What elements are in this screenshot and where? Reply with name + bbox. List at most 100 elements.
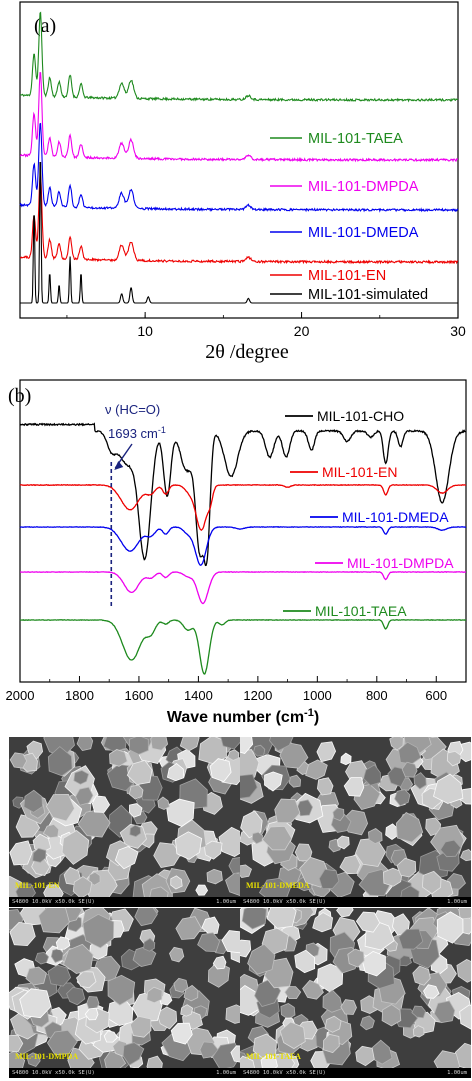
sem-crystal xyxy=(19,988,52,1019)
xrd-legend-label-mil-101-dmpda: MIL-101-DMPDA xyxy=(308,179,419,195)
sem-crystal xyxy=(332,807,345,822)
sem-crystal xyxy=(340,999,357,1015)
sem-sample-label: MIL-101-TAEA xyxy=(246,1052,301,1061)
ftir-x-tick-label-1600: 1600 xyxy=(124,688,153,703)
sem-crystal xyxy=(128,784,144,800)
sem-scale-value: 1.00um xyxy=(216,899,236,905)
sem-crystal xyxy=(88,871,101,886)
ftir-legend-label-mil-101-en: MIL-101-EN xyxy=(322,464,397,480)
sem-crystal xyxy=(47,746,73,777)
sem-crystal xyxy=(107,974,136,1006)
sem-crystal xyxy=(433,1050,461,1068)
sem-crystal xyxy=(401,761,418,778)
xrd-legend-label-mil-101-dmeda: MIL-101-DMEDA xyxy=(308,225,419,241)
sem-crystal xyxy=(460,849,471,862)
xrd-legend-label-mil-101-en: MIL-101-EN xyxy=(308,268,386,284)
sem-crystal xyxy=(258,877,292,897)
sem-crystal xyxy=(128,803,143,818)
sem-crystal xyxy=(228,857,240,875)
sem-crystal xyxy=(458,908,471,920)
sem-crystal xyxy=(34,951,49,965)
sem-crystal xyxy=(280,1003,296,1020)
sem-crystal xyxy=(266,908,297,929)
sem-panel-mil-101-dmeda: MIL-101-DMEDA S4800 10.0kV x50.0k SE(U) 1.… xyxy=(240,737,471,907)
sem-crystal xyxy=(412,1025,425,1038)
ftir-plot-frame xyxy=(19,379,467,683)
sem-crystal xyxy=(433,1000,456,1024)
xrd-chart: 10 20 30 2θ /degree (a) MIL-101-TAEA MIL-101-D… xyxy=(19,1,466,363)
sem-crystal xyxy=(342,809,369,836)
ftir-annotation-value: 1693 cm-1 xyxy=(108,425,166,441)
sem-crystal xyxy=(150,737,169,751)
sem-panel-mil-101-taea: MIL-101-TAEA S4800 10.0kV x50.0k SE(U) 1.0… xyxy=(240,908,471,1078)
sem-crystal xyxy=(360,1015,375,1031)
ftir-x-axis-label: Wave number (cm-1) xyxy=(167,707,319,726)
sem-crystal xyxy=(253,744,266,757)
sem-crystal xyxy=(240,1055,256,1068)
sem-crystal xyxy=(446,750,462,767)
sem-crystal xyxy=(91,795,111,813)
sem-crystal xyxy=(197,932,221,953)
sem-crystal xyxy=(240,810,263,839)
sem-crystal xyxy=(103,737,128,753)
sem-crystal xyxy=(294,949,316,974)
sem-crystal xyxy=(322,1033,340,1054)
sem-crystal xyxy=(433,773,464,804)
sem-crystal xyxy=(305,759,328,780)
sem-crystal xyxy=(82,913,115,949)
sem-crystal xyxy=(46,1029,78,1056)
xrd-series-mil-101-taea xyxy=(20,11,459,103)
sem-crystal xyxy=(240,774,258,799)
sem-crystal xyxy=(260,1054,278,1068)
sem-crystal xyxy=(363,764,381,786)
sem-micrograph-texture xyxy=(9,908,240,1068)
sem-crystal xyxy=(45,794,75,822)
sem-crystal xyxy=(23,789,43,813)
sem-crystal xyxy=(240,939,252,958)
ftir-legend-label-mil-101-dmpda: MIL-101-DMPDA xyxy=(347,555,454,571)
sem-crystal xyxy=(9,840,33,866)
sem-crystal xyxy=(76,971,97,989)
sem-crystal xyxy=(173,977,189,993)
xrd-series-mil-101-en xyxy=(19,173,458,265)
sem-crystal xyxy=(156,1006,178,1030)
sem-crystal xyxy=(15,883,36,897)
xrd-panel-label: (a) xyxy=(34,15,56,37)
sem-crystal xyxy=(166,763,185,782)
sem-crystal xyxy=(170,875,183,890)
sem-crystal xyxy=(146,1055,163,1068)
sem-crystal xyxy=(412,965,431,986)
sem-crystal xyxy=(425,817,442,837)
sem-crystal xyxy=(212,1042,240,1068)
sem-crystal xyxy=(218,826,240,857)
sem-crystal xyxy=(66,986,86,1006)
sem-crystal xyxy=(43,884,64,897)
sem-crystal xyxy=(240,749,260,780)
ftir-series-mil-101-cho xyxy=(19,422,467,567)
sem-micrograph-texture xyxy=(9,737,240,897)
sem-crystal xyxy=(169,946,185,963)
ftir-chart: 2000 1800 1600 1400 1200 1000 800 600 Wave numbe… xyxy=(6,379,467,726)
sem-crystal xyxy=(114,846,139,870)
sem-crystal xyxy=(240,737,254,754)
ftir-x-tick-label-600: 600 xyxy=(425,688,447,703)
sem-crystal xyxy=(302,979,324,1000)
sem-crystal xyxy=(26,1052,41,1067)
sem-crystal xyxy=(31,857,51,876)
sem-instrument-meta: S4800 10.0kV x50.0k SE(U) xyxy=(243,1070,326,1076)
sem-crystal xyxy=(38,908,70,934)
ftir-annotation-arrowhead xyxy=(114,461,124,470)
sem-crystal xyxy=(296,799,313,817)
ftir-series-mil-101-dmpda xyxy=(20,571,466,605)
sem-crystal xyxy=(73,770,89,785)
sem-crystal xyxy=(175,916,203,940)
sem-crystal xyxy=(220,737,240,750)
sem-crystal xyxy=(32,848,47,863)
sem-crystal xyxy=(9,1034,24,1052)
sem-crystal xyxy=(149,886,169,897)
sem-crystal xyxy=(456,959,471,983)
sem-crystal xyxy=(55,936,71,950)
sem-crystal xyxy=(355,911,381,933)
sem-crystal xyxy=(9,752,28,769)
sem-crystal xyxy=(84,1007,99,1021)
